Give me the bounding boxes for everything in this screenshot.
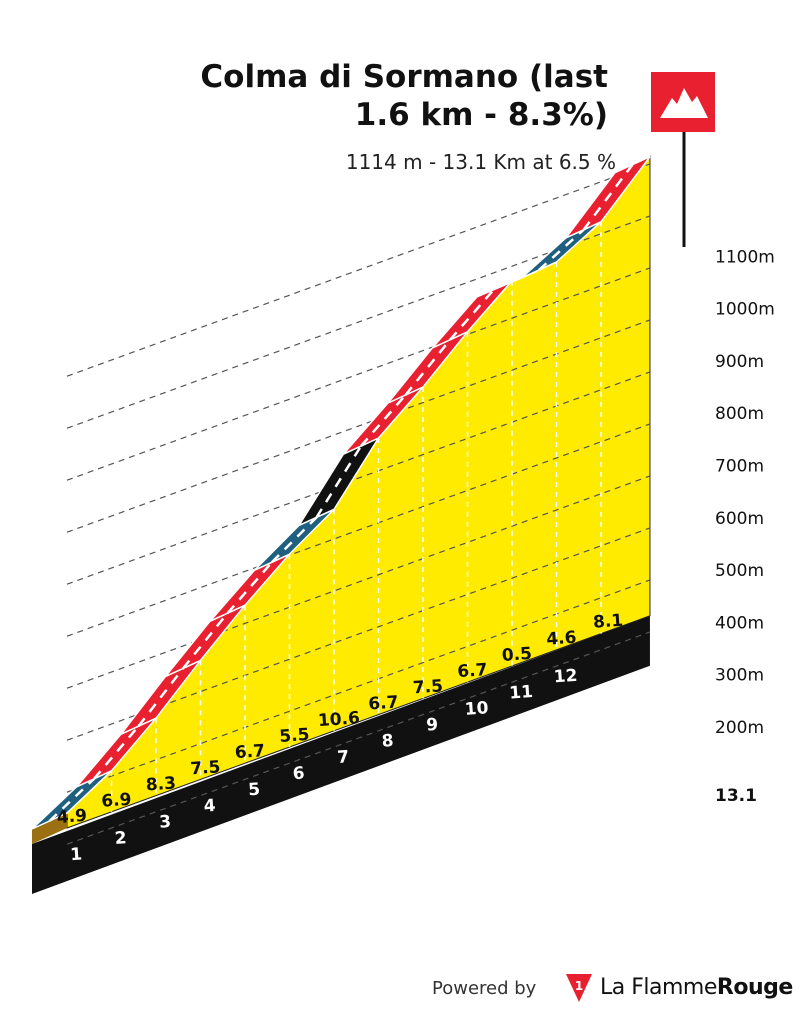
y-tick-label: 800m [715, 404, 764, 424]
summit-flag [651, 72, 715, 247]
road-centerline [449, 287, 496, 341]
y-tick-label: 1000m [715, 300, 775, 320]
km-markers [110, 221, 602, 812]
y-tick-label: 500m [715, 561, 764, 581]
gradient-label: 7.5 [190, 757, 221, 779]
grid-line [66, 215, 651, 429]
brand-name-regular: La Flamme [600, 975, 717, 1000]
km-label: 10 [464, 698, 489, 720]
footer: Powered by 1 La FlammeRouge [432, 970, 800, 1006]
mountain-icon [660, 88, 708, 118]
chart-title: Colma di Sormano (last 1.6 km - 8.3%) [88, 58, 608, 134]
y-tick-label: 1100m [715, 247, 775, 267]
km-label: 7 [337, 747, 350, 768]
grid-line [66, 163, 651, 377]
road-centerline [226, 561, 273, 615]
km-label: 5 [248, 780, 261, 801]
gradient-label: 4.9 [56, 806, 87, 828]
road-segments [31, 156, 651, 830]
y-tick-label: 900m [715, 352, 764, 372]
chart-subtitle: 1114 m - 13.1 Km at 6.5 % [345, 150, 616, 174]
road-centerline [182, 612, 229, 670]
y-tick-label: 400m [715, 613, 764, 633]
km-label: 8 [381, 731, 394, 752]
gradient-label: 8.1 [592, 611, 623, 633]
gradient-label: 4.6 [546, 628, 577, 650]
road-centerline [137, 667, 184, 727]
km-label: 4 [203, 796, 216, 817]
grid-line [66, 475, 651, 689]
road-centerline [93, 725, 140, 780]
grid-line [66, 631, 651, 845]
grid-line [66, 579, 651, 793]
title-line-1: Colma di Sormano (last [200, 59, 608, 95]
gradient-label: 6.7 [457, 660, 488, 682]
gradient-labels: 4.9 6.9 8.3 7.5 6.7 5.5 10.6 6.7 7.5 6.7 0.5 4.6 8.1 [56, 611, 624, 828]
grid-lines [66, 163, 651, 845]
road-centerline [315, 445, 363, 519]
title-line-2: 1.6 km - 8.3%) [354, 97, 608, 133]
road-centerline [360, 394, 407, 447]
y-tick-label: 300m [715, 666, 764, 686]
gradient-label: 5.5 [279, 725, 310, 747]
gradient-label: 8.3 [145, 773, 176, 795]
logo-digit: 1 [575, 979, 583, 993]
km-label: 12 [553, 666, 578, 688]
km-label: 11 [509, 682, 534, 704]
km-label: 1 [70, 844, 83, 865]
grid-line [66, 319, 651, 533]
gradient-label: 10.6 [317, 708, 360, 731]
gradient-label: 0.5 [501, 644, 532, 666]
y-axis-labels: 200m 300m 400m 500m 600m 700m 800m 900m 1000m 110… [715, 247, 775, 806]
km-label: 6 [292, 763, 305, 784]
gradient-bands [32, 615, 650, 894]
la-flamme-rouge-logo-icon: 1 [566, 974, 592, 1002]
grid-line [66, 423, 651, 637]
gradient-label: 6.7 [368, 692, 399, 714]
gradient-label: 7.5 [412, 676, 443, 698]
grid-line [66, 267, 651, 481]
km-band [32, 615, 650, 894]
gradient-label: 6.9 [101, 790, 132, 812]
profile-side-wall [32, 813, 67, 844]
road-centerline [538, 228, 585, 271]
y-tick-label: 700m [715, 457, 764, 477]
grid-line [66, 371, 651, 585]
powered-by-label: Powered by [432, 978, 537, 999]
road-centerline [582, 163, 634, 231]
road-centerline [404, 339, 451, 396]
brand-name-bold: Rouge [716, 975, 793, 1000]
km-label: 2 [114, 828, 127, 849]
km-label: 3 [159, 812, 172, 833]
km-label: 9 [426, 715, 439, 736]
y-tick-label: 200m [715, 718, 764, 738]
total-distance-label: 13.1 [715, 786, 757, 806]
brand-name: La FlammeRouge [600, 975, 793, 1000]
y-tick-label: 600m [715, 509, 764, 529]
gradient-label: 6.7 [234, 741, 265, 763]
